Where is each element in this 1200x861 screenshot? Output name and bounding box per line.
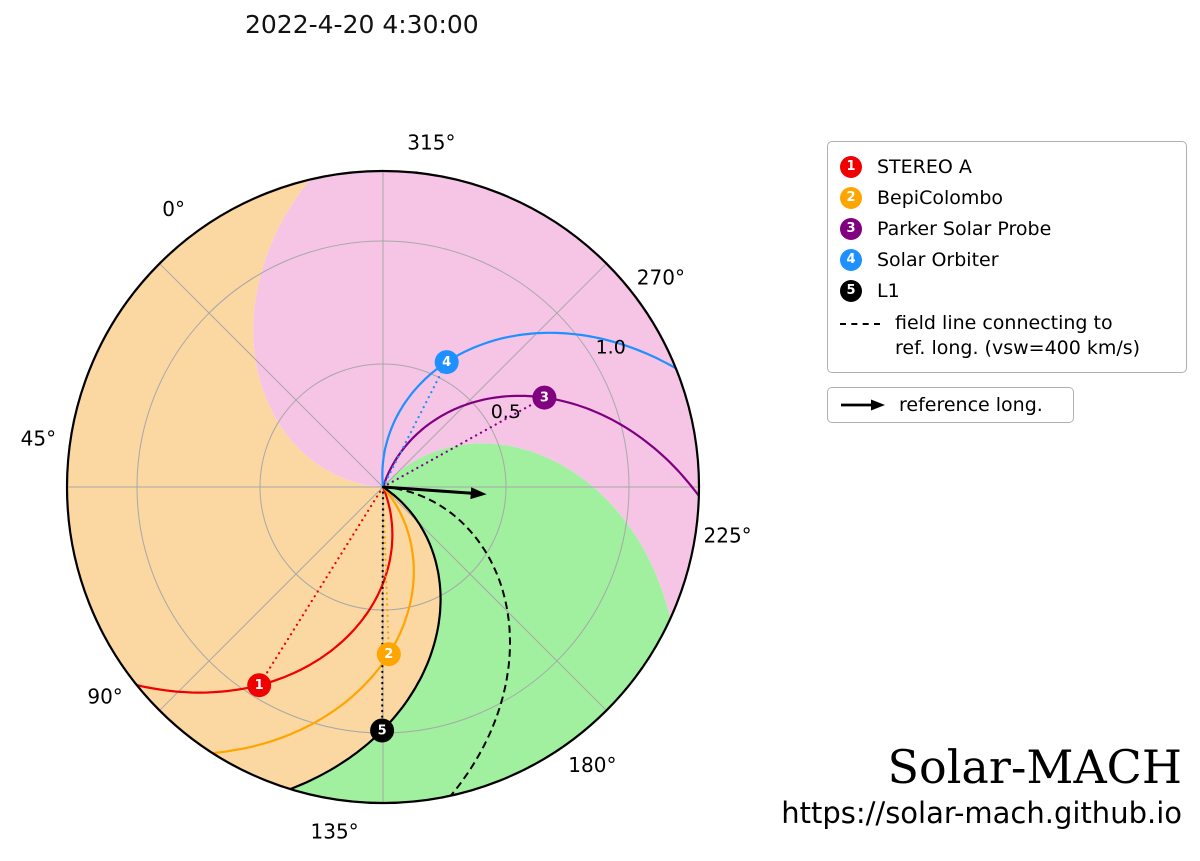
r-label-1: 1.0 bbox=[596, 337, 626, 359]
marker-solar-orbiter bbox=[434, 350, 459, 375]
theta-label-0: 0° bbox=[162, 197, 185, 221]
theta-label-270: 270° bbox=[637, 266, 685, 290]
theta-label-135: 135° bbox=[311, 820, 359, 844]
marker-number: 5 bbox=[378, 724, 387, 739]
legend-item-field-line: field line connecting to ref. long. (vsw… bbox=[840, 311, 1174, 361]
theta-label-45: 45° bbox=[21, 427, 56, 451]
legend-label: Parker Solar Probe bbox=[877, 217, 1052, 240]
marker-number: 1 bbox=[255, 678, 264, 693]
reference-long-arrowhead bbox=[470, 487, 487, 500]
plot-title: 2022-4-20 4:30:00 bbox=[245, 10, 479, 39]
legend-marker-3-icon: 3 bbox=[840, 217, 862, 240]
dashed-line-icon bbox=[840, 323, 880, 325]
marker-stereo-a bbox=[247, 673, 272, 698]
marker-l1 bbox=[370, 718, 395, 743]
marker-bepicolombo bbox=[376, 642, 401, 667]
theta-label-180: 180° bbox=[568, 753, 616, 777]
theta-gridline bbox=[159, 263, 384, 488]
legend: 1 STEREO A 2 BepiColombo 3 Parker Solar Probe… bbox=[827, 141, 1187, 373]
legend-label: Solar Orbiter bbox=[877, 248, 999, 271]
reference-long-arrow bbox=[382, 485, 474, 495]
legend-item-list: 1 STEREO A 2 BepiColombo 3 Parker Solar Probe… bbox=[840, 151, 1174, 306]
legend-label: L1 bbox=[877, 279, 900, 302]
marker-number: 3 bbox=[540, 391, 549, 406]
field-line-legend-text: field line connecting to ref. long. (vsw… bbox=[895, 311, 1140, 361]
legend-marker-5-icon: 5 bbox=[840, 279, 862, 302]
theta-gridline bbox=[382, 263, 607, 488]
field-line-legend-line1: field line connecting to bbox=[895, 312, 1113, 334]
plot-boundary bbox=[65, 169, 701, 805]
reference-arrow-icon bbox=[841, 399, 885, 411]
field-line-4 bbox=[381, 331, 677, 488]
marker-number: 4 bbox=[442, 355, 451, 370]
field-line-legend-line2: ref. long. (vsw=400 km/s) bbox=[895, 337, 1141, 359]
site-url: https://solar-mach.github.io bbox=[781, 796, 1182, 830]
legend-item-parker-solar-probe: 3 Parker Solar Probe bbox=[840, 213, 1174, 244]
green-sector bbox=[290, 443, 671, 803]
radial-line-1 bbox=[258, 485, 385, 687]
theta-label-90: 90° bbox=[87, 684, 122, 708]
legend-item-stereo-a: 1 STEREO A bbox=[840, 151, 1174, 182]
legend-item-l1: 5 L1 bbox=[840, 275, 1174, 306]
reference-long-legend: reference long. bbox=[827, 387, 1074, 423]
legend-item-solar-orbiter: 4 Solar Orbiter bbox=[840, 244, 1174, 275]
field-line-3 bbox=[381, 394, 699, 497]
legend-marker-2-icon: 2 bbox=[840, 186, 862, 209]
legend-item-bepicolombo: 2 BepiColombo bbox=[840, 182, 1174, 213]
theta-label-225: 225° bbox=[704, 523, 752, 547]
reference-field-line bbox=[382, 486, 511, 797]
footer: Solar-MACH https://solar-mach.github.io bbox=[781, 740, 1182, 830]
r-label-0.5: 0.5 bbox=[491, 401, 521, 423]
legend-marker-1-icon: 1 bbox=[840, 155, 862, 178]
legend-marker-4-icon: 4 bbox=[840, 248, 862, 271]
marker-parker-solar-probe bbox=[532, 385, 557, 410]
theta-gridline bbox=[159, 486, 384, 711]
radial-line-4 bbox=[381, 360, 448, 489]
brand-title: Solar-MACH bbox=[887, 740, 1182, 794]
field-line-5 bbox=[289, 486, 442, 791]
reference-long-label: reference long. bbox=[899, 394, 1043, 416]
legend-label: BepiColombo bbox=[877, 186, 1004, 209]
theta-label-315: 315° bbox=[407, 130, 455, 154]
field-line-1 bbox=[136, 486, 394, 694]
marker-number: 2 bbox=[384, 647, 393, 662]
legend-label: STEREO A bbox=[877, 155, 972, 178]
